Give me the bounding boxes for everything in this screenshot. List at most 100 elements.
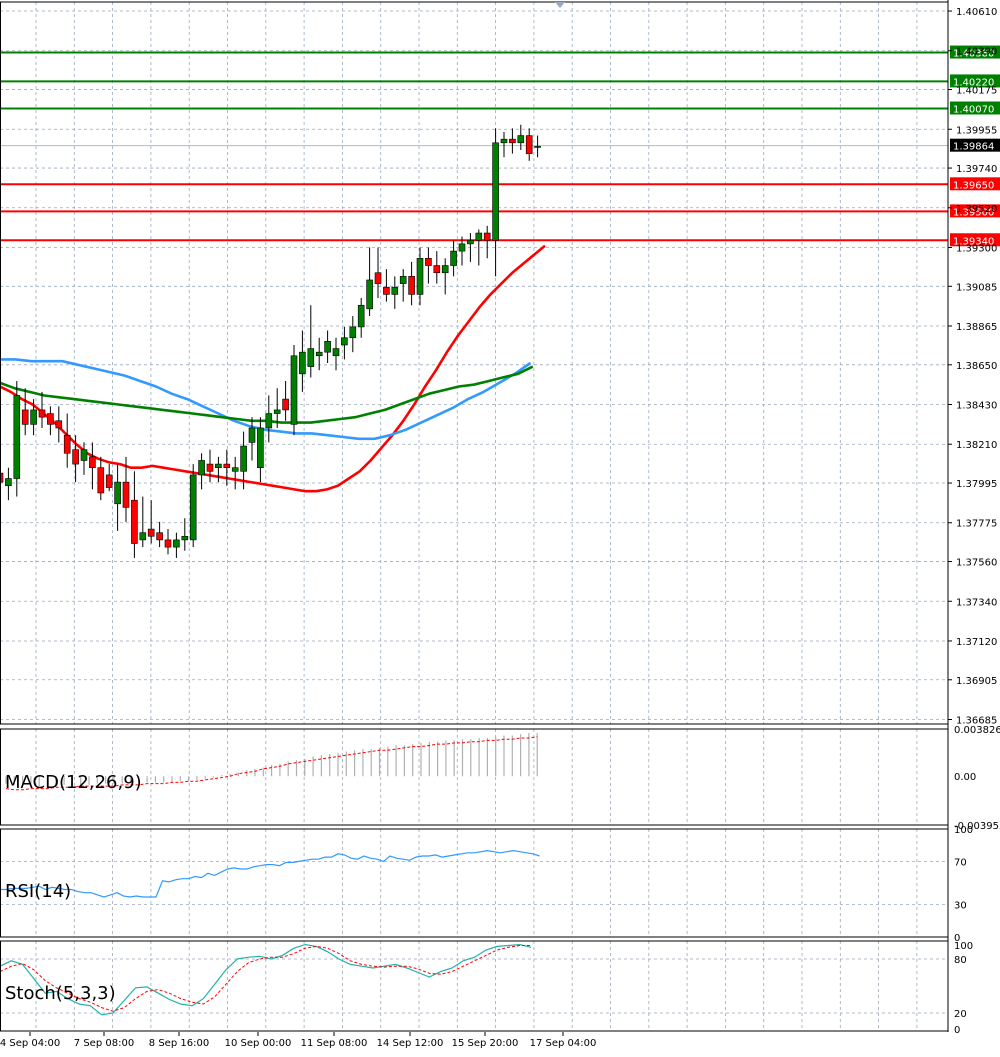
price-tick-label: 1.39740 (956, 164, 997, 175)
candle-body (307, 348, 315, 367)
candle-body (467, 239, 474, 245)
macd-tick-label: 0.003826 (954, 725, 1000, 736)
rsi-line (0, 849, 540, 898)
candle-body (357, 304, 365, 328)
candle-body (534, 146, 541, 148)
candle-body (483, 232, 491, 241)
price-tick-label: 1.37995 (956, 479, 997, 490)
stoch-title: Stoch(5,3,3) (5, 983, 116, 1004)
rsi-tick-label: 70 (954, 857, 967, 868)
price-tick-label: 1.38865 (956, 322, 997, 333)
rsi-tick-label: 0 (954, 933, 960, 944)
rsi-panel: 100 70 30 0 RSI(14) (0, 825, 973, 944)
candle-body (105, 474, 113, 488)
candle-body (122, 481, 130, 508)
stoch-tick-label: 100 (954, 941, 973, 952)
time-tick-label: 4 Sep 04:00 (0, 1038, 60, 1049)
price-tick-label: 1.39300 (956, 243, 997, 254)
panel-border (0, 1, 949, 725)
candle-body (332, 348, 340, 357)
candle-body (89, 456, 96, 468)
stoch-tick-label: 20 (954, 1009, 967, 1020)
candle-body (240, 445, 247, 472)
price-tick-label: 1.37340 (956, 597, 997, 608)
candle-body (80, 449, 88, 461)
current-price-label: 1.39864 (953, 142, 994, 153)
candle-body (147, 528, 155, 537)
candle-body (215, 463, 222, 468)
candle-body (383, 286, 390, 295)
price-tick-label: 1.37120 (956, 637, 997, 648)
candle-body (391, 286, 399, 295)
time-tick-label: 8 Sep 16:00 (149, 1038, 209, 1049)
rsi-tick-label: 30 (954, 901, 967, 912)
macd-tick-label: -0.003953 (954, 821, 1000, 832)
candle-body (21, 409, 29, 425)
price-tick-label: 1.40610 (956, 7, 997, 18)
price-levels: 1.40380 1.40220 1.40070 1.39650 1.39500 1.393… (0, 45, 1000, 247)
stoch-tick-label: 0 (954, 1025, 960, 1036)
shift-marker (555, 2, 565, 8)
price-tick-label: 1.36905 (956, 676, 997, 687)
candle-body (509, 138, 516, 144)
macd-signal-line (5, 736, 538, 791)
candle-body (223, 463, 231, 468)
candle-body (231, 467, 239, 472)
candle-body (47, 413, 54, 425)
panel-frames (0, 0, 949, 1032)
candle-body (374, 272, 382, 284)
time-tick-label: 15 Sep 20:00 (452, 1038, 519, 1049)
moving-average-line (0, 244, 546, 493)
candle-body (458, 243, 466, 252)
candle-body (492, 142, 499, 241)
price-tick-label: 1.38430 (956, 401, 997, 412)
candle-body (164, 539, 172, 548)
grid-lines (0, 2, 948, 1031)
price-level-label: 1.39340 (953, 236, 994, 247)
price-tick-label: 1.39520 (956, 204, 997, 215)
candle-body (257, 427, 264, 468)
rsi-tick-label: 100 (954, 825, 973, 836)
candle-body (38, 409, 46, 418)
candle-body (55, 420, 63, 429)
price-tick-label: 1.37560 (956, 558, 997, 569)
panel-border (0, 728, 949, 826)
candle-body (425, 258, 432, 266)
candle-body (206, 463, 214, 472)
candle-body (265, 413, 273, 429)
candle-body (139, 532, 147, 541)
candle-body (399, 276, 407, 284)
moving-average-line (0, 358, 532, 441)
candle-body (198, 460, 205, 476)
macd-panel: 0.003826 0.00 -0.003953 MACD(12,26,9) (5, 725, 1000, 832)
price-level-tag (950, 74, 1000, 88)
time-tick-label: 11 Sep 08:00 (301, 1038, 368, 1049)
candle-body (315, 351, 323, 357)
macd-title: MACD(12,26,9) (5, 772, 142, 793)
candle-body (290, 355, 298, 425)
price-tick-label: 1.37775 (956, 519, 997, 530)
price-level-tag (950, 101, 1000, 115)
candle-body (366, 279, 373, 310)
candle-body (156, 532, 163, 541)
candle-body (131, 499, 138, 544)
price-level-label: 1.39500 (953, 207, 994, 218)
price-level-label: 1.39650 (953, 180, 994, 191)
candle-body (13, 395, 21, 479)
time-tick-label: 7 Sep 08:00 (74, 1038, 134, 1049)
price-tick-label: 1.39085 (956, 282, 997, 293)
time-tick-label: 14 Sep 12:00 (377, 1038, 444, 1049)
candle-body (248, 427, 256, 443)
candle-body (441, 265, 449, 274)
candle-body (525, 135, 533, 154)
candle-body (408, 276, 415, 295)
candle-body (97, 467, 105, 494)
price-level-tag (950, 233, 1000, 247)
candle-body (273, 409, 281, 414)
time-tick-label: 17 Sep 04:00 (530, 1038, 597, 1049)
candle-body (500, 138, 508, 144)
rsi-title: RSI(14) (5, 881, 71, 902)
macd-tick-label: 0.00 (954, 772, 976, 783)
current-price-tag (950, 138, 1000, 152)
price-tick-label: 1.38210 (956, 440, 997, 451)
